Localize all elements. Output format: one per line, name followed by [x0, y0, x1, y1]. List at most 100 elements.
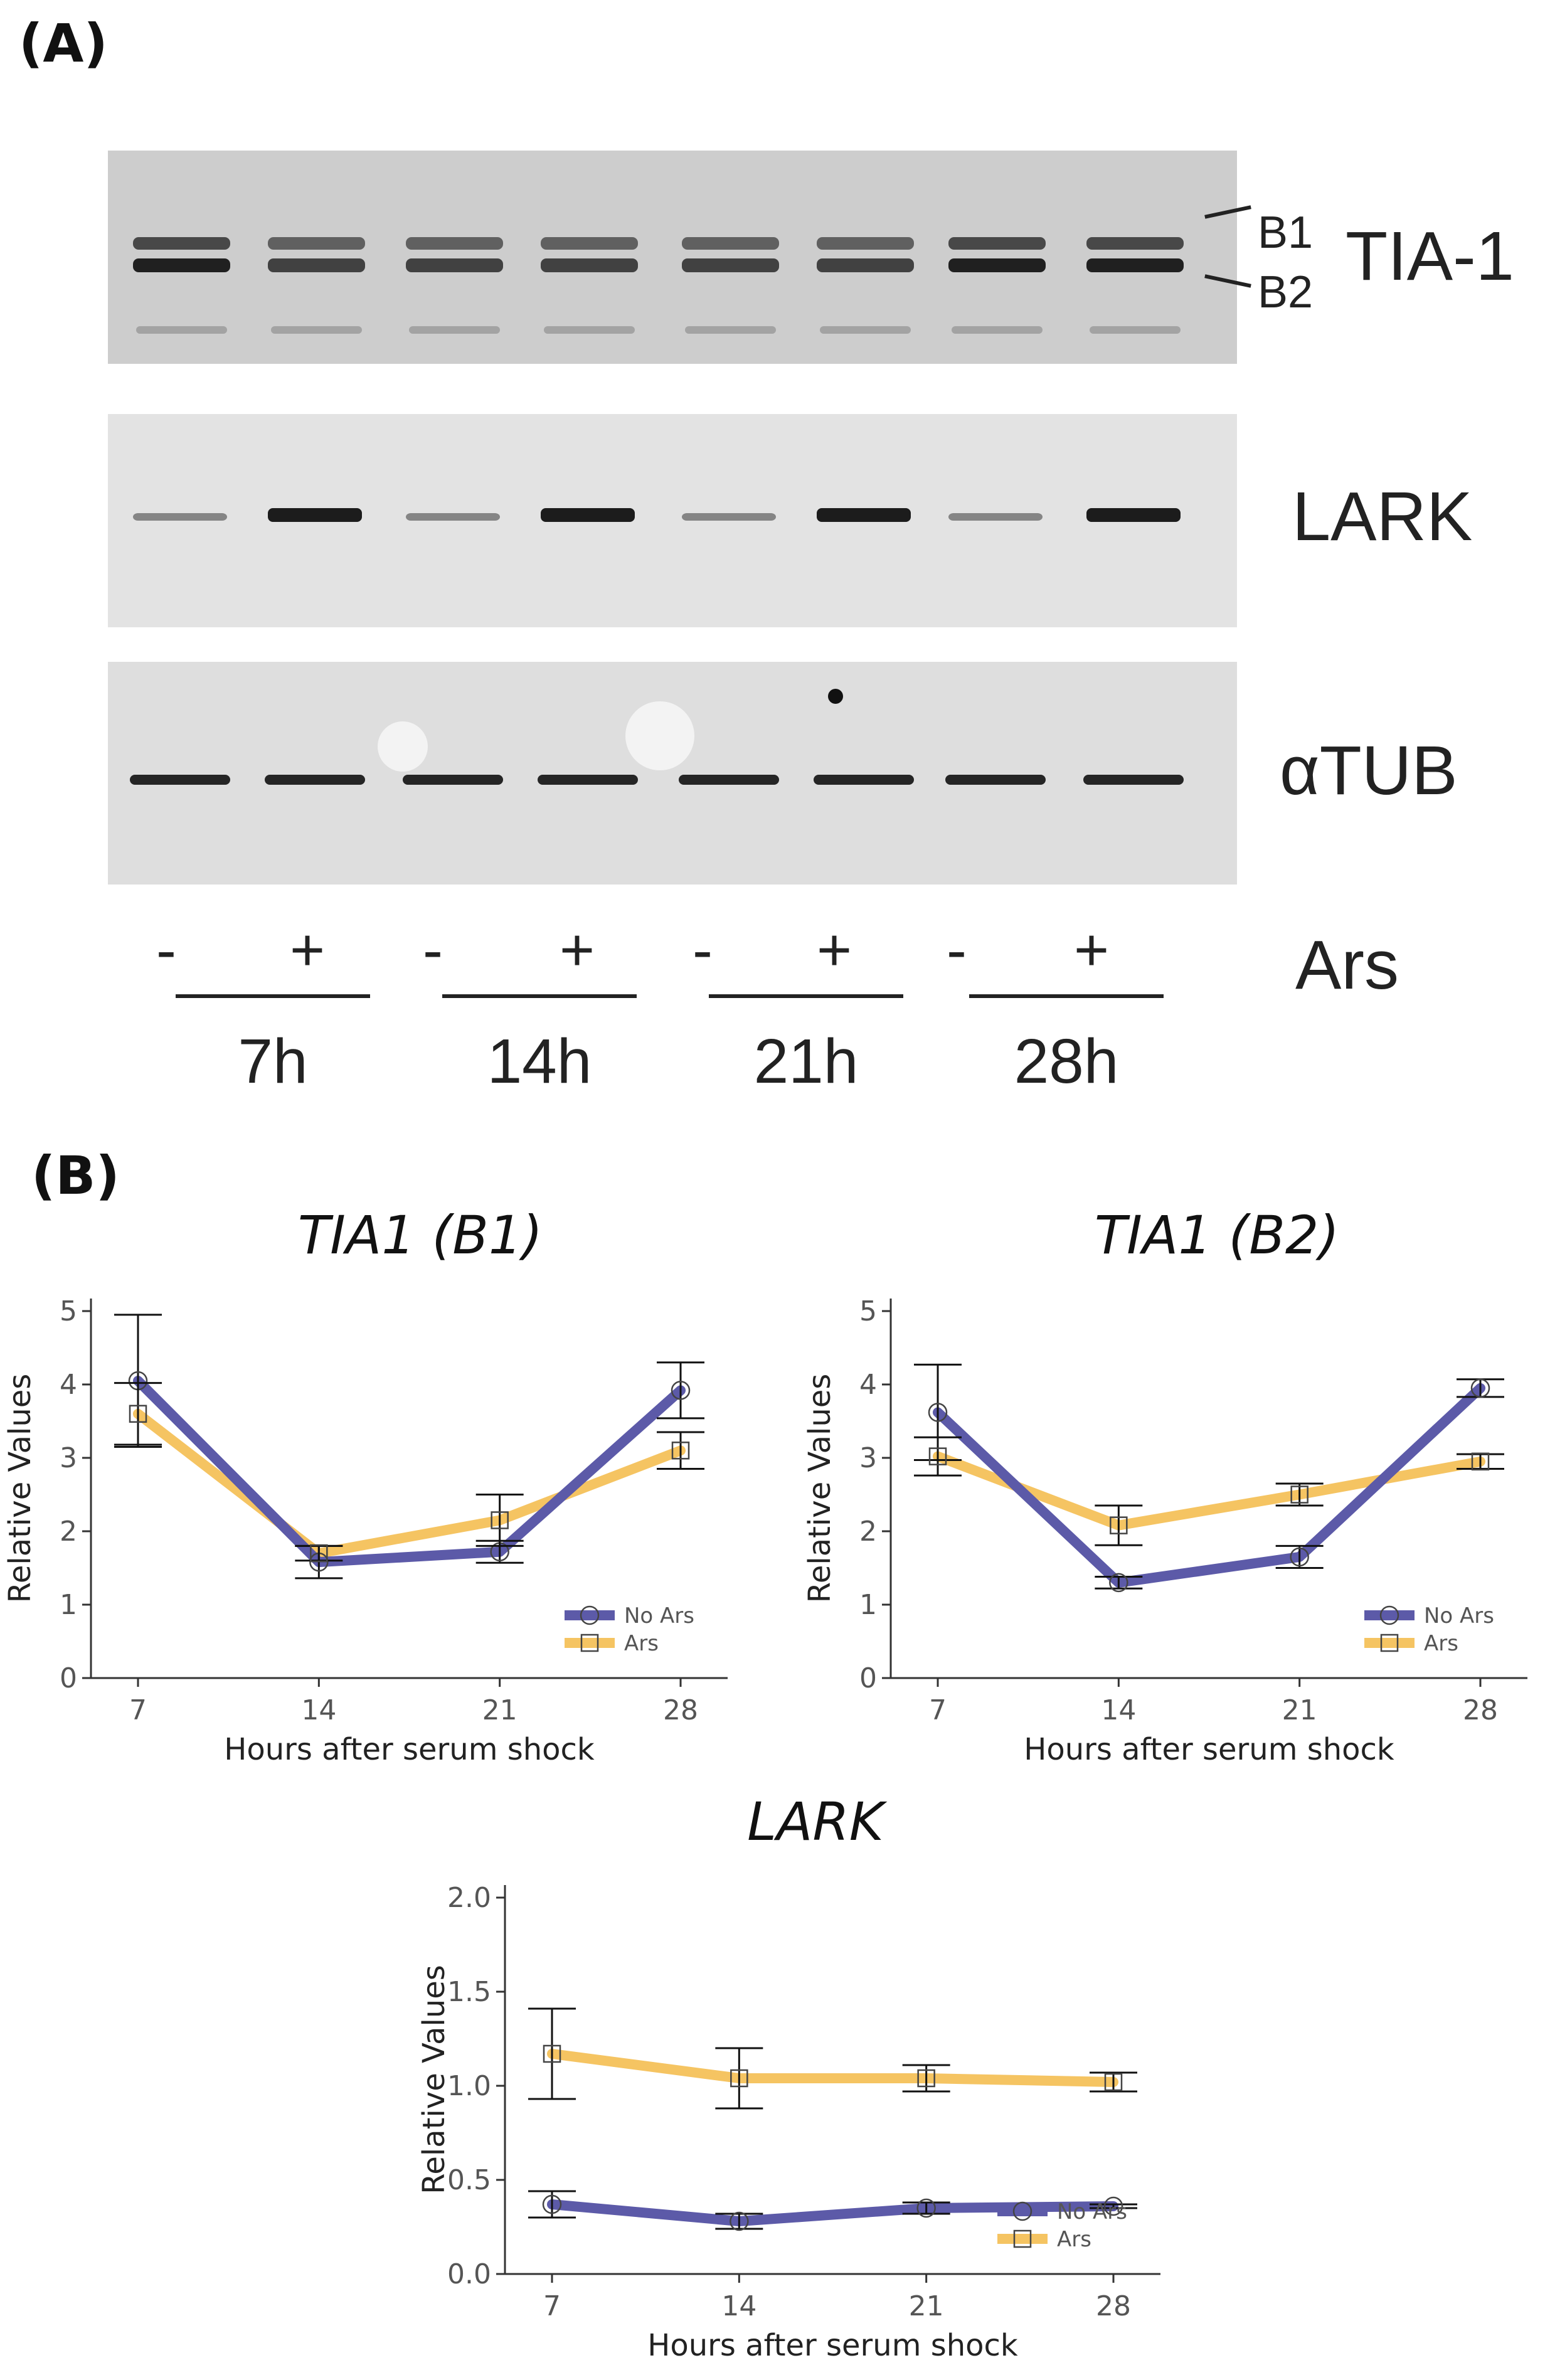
tia1-band-b2-lane-1: [133, 258, 230, 272]
y-axis-label: Relative Values: [802, 1374, 837, 1603]
tia1-band-b1-lane-2: [268, 237, 365, 250]
atub-blot-image: [108, 662, 1237, 885]
legend-marker-ars: [1380, 1634, 1399, 1652]
series-line-no-ars: [133, 1376, 686, 1568]
atub-band-lane-6: [814, 775, 914, 785]
legend-marker-no-ars: [1379, 1605, 1399, 1625]
legend-marker-ars: [1013, 2229, 1032, 2248]
treatment-sign-3: -: [423, 916, 443, 984]
x-tick-label: 7: [929, 1694, 947, 1726]
y-tick-label: 2: [60, 1516, 77, 1548]
tia1-band-lower-lane-2: [271, 326, 362, 334]
tia1-band-b1-lane-7: [948, 237, 1046, 250]
legend-label-no-ars: No Ars: [624, 1603, 694, 1628]
series-line-ars: [133, 1408, 686, 1559]
treatment-sign-4: +: [559, 916, 595, 984]
lark-blot-label: LARK: [1292, 478, 1473, 555]
y-tick-label: 0: [859, 1662, 877, 1694]
lark-band-lane-3: [406, 513, 500, 521]
tia1-blot-svg: [108, 151, 1237, 364]
tia1-band-b2-lane-8: [1086, 258, 1184, 272]
y-tick-label: 5: [60, 1295, 77, 1327]
lark-band-lane-2: [268, 508, 362, 522]
y-tick-label: 1: [60, 1589, 77, 1621]
tia1-band-b2-lane-6: [817, 258, 914, 272]
y-tick-label: 0.0: [447, 2258, 491, 2290]
tia1-band-lower-lane-1: [136, 326, 227, 334]
timepoint-21h: 21h: [753, 1026, 859, 1097]
x-tick-label: 14: [1101, 1694, 1136, 1726]
tia1-band-b2-lane-7: [948, 258, 1046, 272]
timepoint-14h: 14h: [487, 1026, 592, 1097]
data-point-ars: [491, 1511, 509, 1529]
data-point-ars: [730, 2069, 748, 2088]
panel-b-label: (B): [31, 1145, 120, 1206]
atub-band-lane-4: [538, 775, 638, 785]
data-point-no-ars: [671, 1381, 691, 1400]
x-tick-label: 28: [663, 1694, 698, 1726]
atub-band-lane-2: [265, 775, 365, 785]
x-tick-label: 14: [301, 1694, 336, 1726]
y-axis-label: Relative Values: [417, 1965, 452, 2194]
data-point-no-ars: [928, 1403, 948, 1422]
y-tick-label: 0.5: [447, 2164, 491, 2196]
y-axis-label: Relative Values: [3, 1374, 38, 1603]
y-tick-label: 3: [60, 1442, 77, 1474]
x-tick-label: 21: [1282, 1694, 1317, 1726]
lark-blot-svg: [108, 414, 1237, 627]
atub-blot-label: αTUB: [1280, 731, 1458, 810]
data-point-ars: [1110, 1516, 1128, 1534]
tub-text: TUB: [1319, 732, 1458, 809]
data-point-ars: [671, 1442, 690, 1460]
atub-band-lane-8: [1083, 775, 1184, 785]
group-underline-14h: [442, 994, 637, 998]
group-underline-7h: [176, 994, 370, 998]
data-point-ars: [1471, 1452, 1490, 1471]
data-point-no-ars: [1103, 2196, 1123, 2216]
chart-tia1-b1: 0 1 2 3 4 5 7 14 21 28 Hours after serum shock Rela…: [3, 1295, 728, 1767]
atub-band-lane-7: [945, 775, 1046, 785]
y-tick-label: 1.5: [447, 1976, 491, 2008]
x-tick-label: 21: [909, 2290, 944, 2322]
treatment-sign-5: -: [693, 916, 713, 984]
legend-marker-no-ars: [580, 1605, 600, 1625]
lark-band-lane-1: [133, 513, 227, 521]
data-point-ars: [543, 2044, 561, 2063]
data-point-no-ars: [1290, 1547, 1309, 1567]
x-tick-label: 7: [129, 1694, 147, 1726]
legend-marker-ars: [580, 1634, 599, 1652]
tia1-blot-image: [108, 151, 1237, 364]
data-point-no-ars: [1109, 1573, 1128, 1593]
treatment-sign-7: -: [947, 916, 967, 984]
band-b1-label: B1: [1258, 208, 1314, 258]
lark-band-lane-4: [541, 508, 635, 522]
tia1-band-lower-lane-6: [820, 326, 911, 334]
tia1-band-lower-lane-4: [544, 326, 635, 334]
chart-tia1-b1-title: TIA1 (B1): [297, 1204, 543, 1266]
band-b2-label: B2: [1258, 267, 1314, 317]
data-point-no-ars: [1470, 1378, 1490, 1398]
x-tick-label: 28: [1463, 1694, 1498, 1726]
group-underline-28h: [969, 994, 1164, 998]
data-point-ars: [928, 1447, 947, 1465]
data-point-no-ars: [916, 2198, 936, 2218]
atub-band-lane-1: [130, 775, 230, 785]
y-tick-label: 2: [859, 1516, 877, 1548]
tia1-band-b2-lane-3: [406, 258, 503, 272]
y-tick-label: 5: [859, 1295, 877, 1327]
lark-band-lane-8: [1086, 508, 1181, 522]
y-tick-label: 4: [60, 1369, 77, 1401]
chart-tia1-b2-title: TIA1 (B2): [1094, 1204, 1340, 1266]
atub-blot-svg: [108, 662, 1237, 885]
x-tick-label: 14: [721, 2290, 756, 2322]
treatment-sign-6: +: [816, 916, 852, 984]
series-line-no-ars: [933, 1383, 1485, 1588]
x-axis-label: Hours after serum shock: [647, 2328, 1018, 2363]
data-point-ars: [1104, 2073, 1123, 2091]
data-point-ars: [917, 2069, 935, 2088]
lark-blot-image: [108, 414, 1237, 627]
legend-label-ars: Ars: [1424, 1631, 1458, 1656]
atub-band-lane-5: [679, 775, 779, 785]
tia1-band-lower-lane-8: [1090, 326, 1181, 334]
alpha-symbol: α: [1280, 732, 1320, 809]
